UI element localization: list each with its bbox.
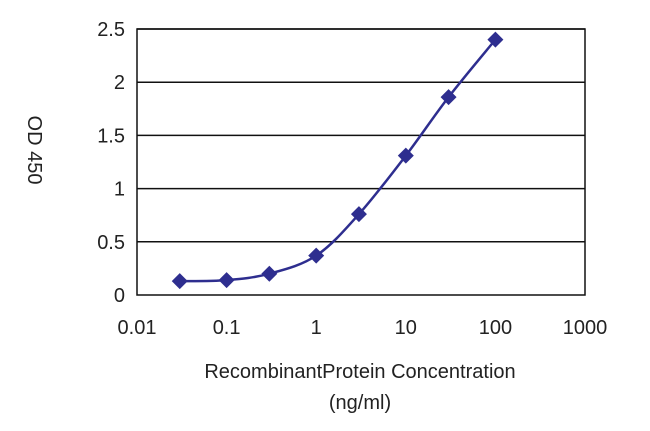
data-point-7 <box>487 31 504 48</box>
x-axis-title-line1: RecombinantProtein Concentration <box>204 361 515 383</box>
data-point-3 <box>308 247 325 264</box>
y-tick-label-1: 0.5 <box>97 232 125 254</box>
data-point-2 <box>261 265 278 282</box>
data-point-6 <box>440 89 457 106</box>
data-point-4 <box>350 206 367 223</box>
x-tick-label-5: 1000 <box>563 317 608 339</box>
plot-area <box>136 28 586 296</box>
x-tick-labels: 0.01 0.1 1 10 100 1000 <box>118 317 608 339</box>
y-tick-label-3: 1.5 <box>97 125 125 147</box>
x-tick-label-1: 0.1 <box>213 317 241 339</box>
x-tick-label-3: 10 <box>395 317 417 339</box>
data-point-1 <box>218 272 235 289</box>
x-tick-label-2: 1 <box>311 317 322 339</box>
y-tick-label-0: 0 <box>114 285 125 307</box>
series-group <box>171 31 504 290</box>
y-tick-labels: 0 0.5 1 1.5 2 2.5 <box>97 19 125 307</box>
y-tick-label-5: 2.5 <box>97 19 125 41</box>
y-tick-label-2: 1 <box>114 179 125 201</box>
data-point-0 <box>171 273 188 290</box>
data-point-5 <box>397 147 414 164</box>
x-tick-label-4: 100 <box>479 317 512 339</box>
x-axis-title-line2: (ng/ml) <box>329 392 391 414</box>
x-tick-label-0: 0.01 <box>118 317 157 339</box>
y-axis-title: OD 450 <box>23 116 45 185</box>
gridlines <box>137 28 585 243</box>
y-tick-label-4: 2 <box>114 72 125 94</box>
